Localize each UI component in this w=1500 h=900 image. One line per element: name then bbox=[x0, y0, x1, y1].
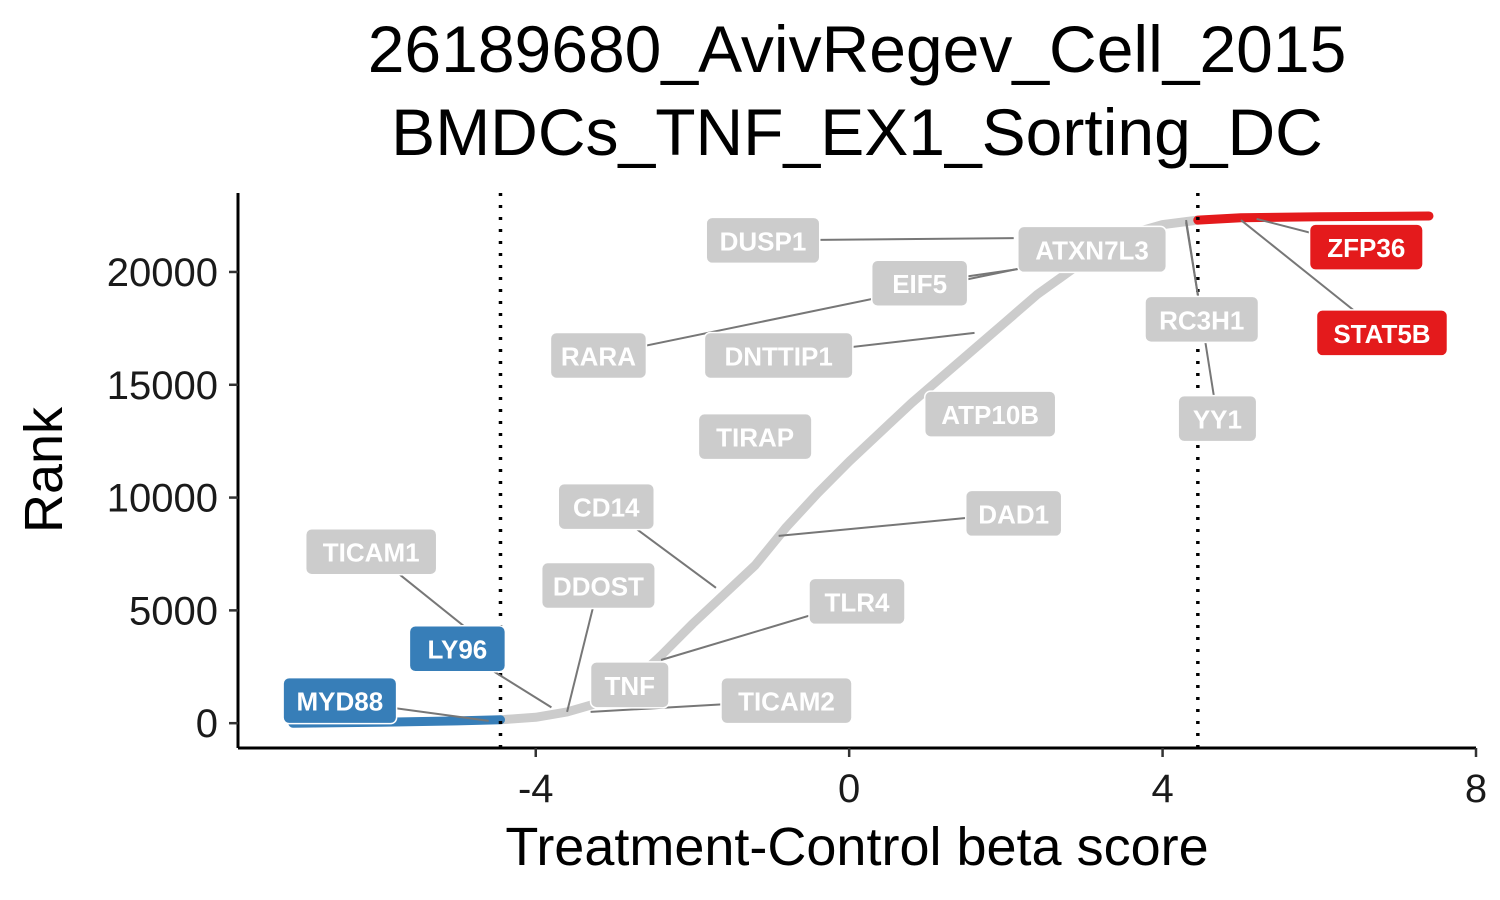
x-tick-label: 0 bbox=[838, 767, 860, 811]
gene-label-atxn7l3: ATXN7L3 bbox=[1017, 225, 1168, 274]
gene-label-box bbox=[1017, 225, 1168, 274]
gene-label-text: EIF5 bbox=[892, 269, 947, 299]
gene-label-box bbox=[1308, 223, 1424, 271]
gene-label-rara: RARA bbox=[549, 331, 648, 380]
gene-label-box bbox=[557, 482, 656, 531]
gene-label-box bbox=[549, 331, 648, 380]
y-tick-label: 20000 bbox=[107, 251, 218, 295]
gene-label-text: TICAM1 bbox=[323, 538, 420, 568]
label-connector bbox=[598, 257, 1069, 357]
x-tick-label: 4 bbox=[1151, 767, 1173, 811]
gene-label-box bbox=[703, 331, 854, 380]
gene-label-box bbox=[923, 390, 1057, 438]
chart-title: 26189680_AvivRegev_Cell_2015 bbox=[368, 12, 1347, 86]
gene-label-box bbox=[1177, 394, 1258, 443]
gene-label-eif5: EIF5 bbox=[870, 259, 969, 307]
gene-label-text: MYD88 bbox=[297, 687, 384, 717]
gene-label-text: DNTTIP1 bbox=[724, 341, 832, 371]
series-positive bbox=[1193, 211, 1434, 225]
gene-label-text: DUSP1 bbox=[720, 226, 807, 256]
y-tick-label: 0 bbox=[196, 702, 218, 746]
gene-label-box bbox=[408, 624, 507, 673]
gene-label-box bbox=[870, 259, 969, 307]
gene-label-ddost: DDOST bbox=[540, 561, 656, 610]
gene-label-dad1: DAD1 bbox=[964, 489, 1063, 538]
gene-label-ticam1: TICAM1 bbox=[304, 527, 438, 576]
gene-label-zfp36: ZFP36 bbox=[1308, 223, 1424, 271]
gene-label-stat5b: STAT5B bbox=[1315, 309, 1449, 357]
gene-label-dusp1: DUSP1 bbox=[705, 216, 821, 265]
gene-label-myd88: MYD88 bbox=[282, 676, 398, 725]
gene-label-cd14: CD14 bbox=[557, 482, 656, 531]
gene-label-text: DDOST bbox=[553, 572, 644, 602]
axes: -4 0 4 8 0 5000 10000 15000 20000 bbox=[107, 193, 1487, 811]
gene-label-text: TNF bbox=[604, 671, 655, 701]
gene-label-tnf: TNF bbox=[589, 661, 670, 709]
gene-label-text: RC3H1 bbox=[1159, 305, 1244, 335]
gene-label-text: TICAM2 bbox=[738, 687, 835, 717]
gene-label-box bbox=[282, 676, 398, 725]
gene-label-text: ATXN7L3 bbox=[1035, 235, 1149, 265]
gene-label-text: ZFP36 bbox=[1327, 233, 1405, 263]
gene-label-text: LY96 bbox=[428, 635, 488, 665]
gene-label-text: TIRAP bbox=[716, 423, 794, 453]
chart-subtitle: BMDCs_TNF_EX1_Sorting_DC bbox=[391, 95, 1323, 169]
gene-label-text: ATP10B bbox=[941, 400, 1039, 430]
gene-label-tlr4: TLR4 bbox=[808, 577, 906, 626]
gene-label-box bbox=[589, 661, 670, 709]
gene-label-box bbox=[1315, 309, 1449, 357]
x-axis-label: Treatment-Control beta score bbox=[505, 817, 1208, 877]
gene-label-box bbox=[705, 216, 821, 265]
gene-label-box bbox=[304, 527, 438, 576]
gene-label-ticam2: TICAM2 bbox=[720, 676, 853, 725]
x-tick-label: -4 bbox=[518, 767, 554, 811]
gene-label-text: RARA bbox=[561, 341, 636, 371]
x-tick-label: 8 bbox=[1465, 767, 1487, 811]
gene-label-tirap: TIRAP bbox=[697, 412, 813, 461]
series-neutral bbox=[496, 215, 1203, 725]
gene-label-box bbox=[808, 577, 906, 626]
y-tick-label: 10000 bbox=[107, 477, 218, 521]
gene-label-box bbox=[540, 561, 656, 610]
gene-label-box bbox=[720, 676, 853, 725]
gene-label-text: YY1 bbox=[1193, 405, 1242, 435]
gene-label-box bbox=[697, 412, 813, 461]
gene-label-text: TLR4 bbox=[825, 587, 891, 617]
y-tick-label: 5000 bbox=[129, 589, 218, 633]
y-axis-label: Rank bbox=[14, 406, 74, 533]
gene-label-yy1: YY1 bbox=[1177, 394, 1258, 443]
gene-labels: DUSP1 ATXN7L3 EIF5 RARA DNTTIP1 RC3H1 YY1 ATP10… bbox=[282, 216, 1449, 725]
gene-label-dnttip1: DNTTIP1 bbox=[703, 331, 854, 380]
gene-label-box bbox=[1144, 295, 1260, 344]
gene-label-text: DAD1 bbox=[978, 499, 1049, 529]
gene-label-rc3h1: RC3H1 bbox=[1144, 295, 1260, 344]
gene-label-atp10b: ATP10B bbox=[923, 390, 1057, 438]
gene-label-text: STAT5B bbox=[1333, 319, 1430, 349]
gene-label-ly96: LY96 bbox=[408, 624, 507, 673]
y-tick-label: 15000 bbox=[107, 364, 218, 408]
gene-label-box bbox=[964, 489, 1063, 538]
gene-label-text: CD14 bbox=[573, 493, 640, 523]
